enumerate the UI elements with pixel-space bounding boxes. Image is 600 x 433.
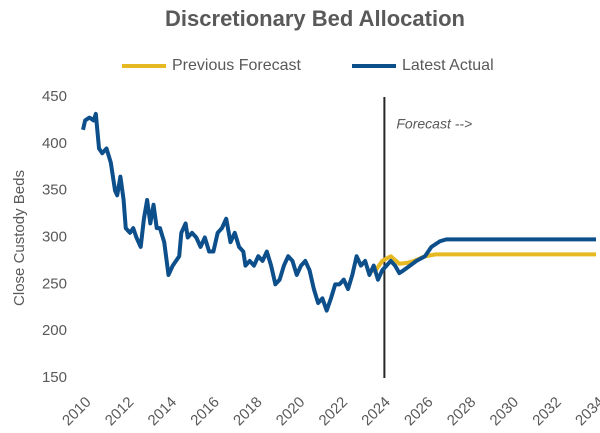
y-tick-label: 150 <box>42 369 67 386</box>
x-tick-label: 2022 <box>316 394 352 430</box>
x-tick-label: 2010 <box>59 394 95 430</box>
x-tick-label: 2024 <box>358 394 394 430</box>
y-tick-label: 450 <box>42 88 67 105</box>
y-tick-label: 350 <box>42 182 67 199</box>
legend-label: Previous Forecast <box>172 57 301 74</box>
series-line <box>372 252 596 275</box>
y-axis-label: Close Custody Beds <box>11 170 28 306</box>
y-tick-label: 250 <box>42 275 67 292</box>
annotation: Forecast --> <box>396 116 472 132</box>
x-tick-label: 2028 <box>444 394 480 430</box>
x-tick-label: 2012 <box>102 394 138 430</box>
x-tick-label: 2020 <box>273 394 309 430</box>
x-tick-label: 2018 <box>230 394 266 430</box>
series-line <box>81 111 596 313</box>
x-tick-label: 2026 <box>401 394 437 430</box>
x-tick-label: 2032 <box>529 394 565 430</box>
y-tick-label: 400 <box>42 135 67 152</box>
x-tick-label: 2034 <box>572 394 600 430</box>
x-tick-label: 2014 <box>145 394 181 430</box>
y-tick-label: 200 <box>42 322 67 339</box>
y-tick-label: 300 <box>42 228 67 245</box>
x-tick-label: 2030 <box>487 394 523 430</box>
chart-title: Discretionary Bed Allocation <box>165 6 465 31</box>
legend-label: Latest Actual <box>402 57 494 74</box>
x-tick-label: 2016 <box>187 394 223 430</box>
